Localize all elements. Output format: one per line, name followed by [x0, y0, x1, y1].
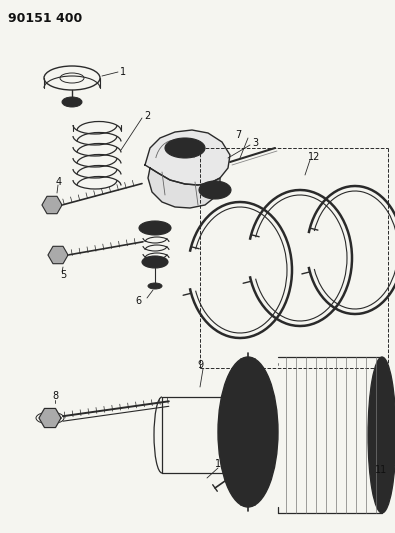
Text: 8: 8	[52, 391, 58, 401]
Text: 12: 12	[308, 152, 320, 162]
Text: 2: 2	[144, 111, 150, 121]
Text: 10: 10	[215, 459, 227, 469]
Text: 11: 11	[375, 465, 387, 475]
Ellipse shape	[368, 357, 395, 513]
Polygon shape	[145, 130, 230, 185]
Text: 1: 1	[120, 67, 126, 77]
Ellipse shape	[224, 427, 232, 443]
Text: 7: 7	[235, 130, 241, 140]
Text: 90151 400: 90151 400	[8, 12, 82, 25]
Ellipse shape	[240, 417, 256, 447]
Polygon shape	[148, 168, 220, 208]
Ellipse shape	[249, 460, 255, 464]
Ellipse shape	[220, 397, 236, 473]
Ellipse shape	[241, 448, 255, 472]
Ellipse shape	[228, 382, 268, 482]
Ellipse shape	[205, 184, 225, 196]
Text: 6: 6	[135, 296, 141, 306]
Ellipse shape	[165, 138, 205, 158]
Ellipse shape	[142, 256, 168, 268]
Ellipse shape	[148, 283, 162, 289]
Polygon shape	[42, 196, 62, 214]
Polygon shape	[48, 246, 68, 264]
Ellipse shape	[171, 142, 199, 154]
Text: 3: 3	[252, 138, 258, 148]
Ellipse shape	[241, 392, 255, 416]
Polygon shape	[39, 408, 61, 427]
Text: 5: 5	[60, 270, 66, 280]
Ellipse shape	[139, 221, 171, 235]
Text: 4: 4	[56, 177, 62, 187]
Ellipse shape	[199, 181, 231, 199]
Text: 9: 9	[197, 360, 203, 370]
Ellipse shape	[218, 357, 278, 507]
Ellipse shape	[62, 97, 82, 107]
